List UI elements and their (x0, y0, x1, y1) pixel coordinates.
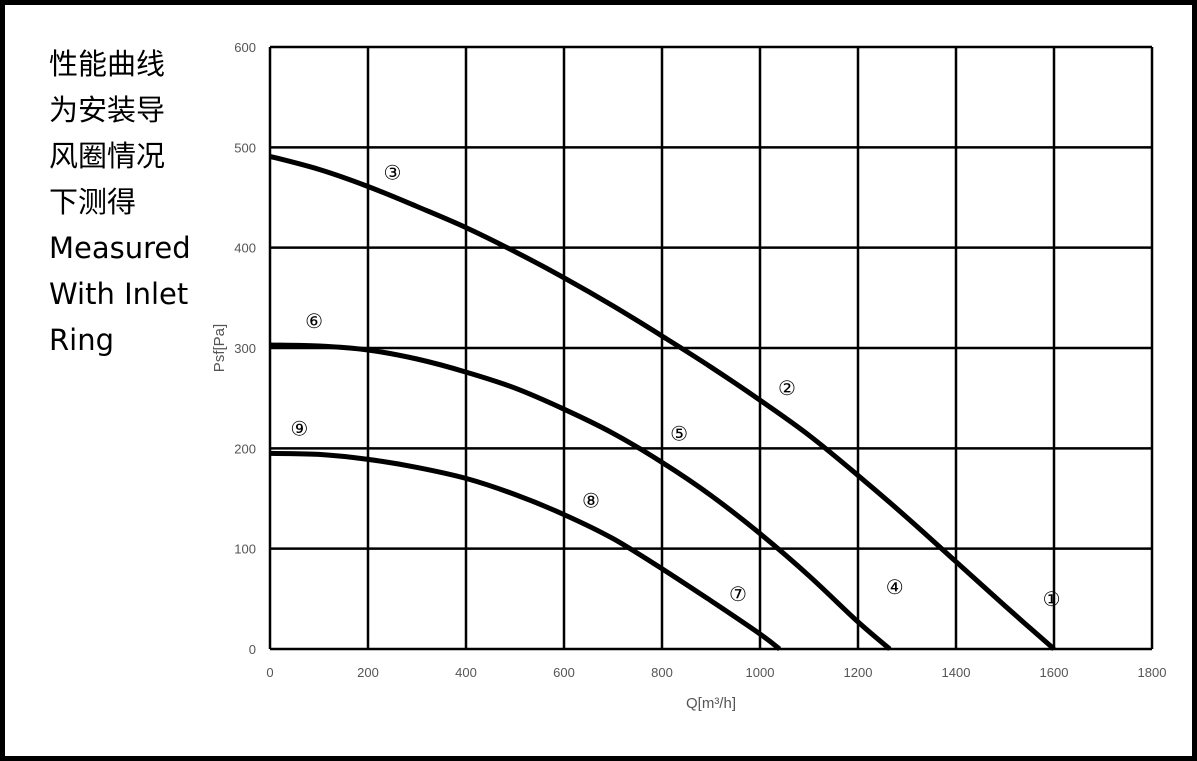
y-axis-title: Psf[Pa] (211, 324, 228, 372)
curve-label: ⑤ (670, 421, 688, 445)
y-tick-label: 100 (234, 542, 256, 557)
curve-label: ① (1043, 587, 1061, 611)
curve-label: ④ (886, 575, 904, 599)
curves (269, 153, 1056, 651)
y-tick-label: 0 (249, 642, 256, 657)
x-axis-title: Q[m³/h] (686, 695, 736, 712)
curve-label: ⑦ (729, 582, 747, 606)
note-line: With Inlet (49, 277, 189, 311)
x-tick-label: 400 (455, 665, 477, 680)
x-tick-label: 1000 (746, 665, 775, 680)
note-line: 风圈情况 (49, 139, 166, 173)
x-tick-label: 600 (553, 665, 575, 680)
curve-label: ⑥ (305, 309, 323, 333)
curve-label: ⑧ (582, 489, 600, 513)
measurement-note: 性能曲线 为安装导 风圈情况 下测得 Measured With Inlet R… (49, 41, 191, 363)
note-line: 性能曲线 (49, 47, 166, 81)
y-tick-label: 400 (234, 241, 256, 256)
y-tick-label: 300 (234, 341, 256, 356)
tick-labels: 0 200 400 600 800 1000 1200 1400 1600 1800 0 100 200… (234, 40, 1166, 680)
curve-label: ② (778, 376, 796, 400)
performance-curve-2 (269, 342, 892, 651)
performance-curve-3 (269, 450, 782, 651)
x-tick-label: 1200 (844, 665, 873, 680)
x-tick-label: 1600 (1040, 665, 1069, 680)
y-tick-label: 200 (234, 441, 256, 456)
x-tick-label: 0 (266, 665, 273, 680)
grid (268, 45, 1154, 651)
x-tick-label: 800 (651, 665, 673, 680)
curve-label: ⑨ (290, 416, 308, 440)
note-line: 下测得 (49, 185, 137, 219)
y-tick-label: 600 (234, 40, 256, 55)
curve-labels: ① ② ③ ④ ⑤ ⑥ ⑦ ⑧ ⑨ (290, 160, 1060, 610)
note-line: Ring (49, 323, 114, 357)
x-tick-label: 1800 (1138, 665, 1167, 680)
note-line: 为安装导 (49, 93, 166, 127)
x-tick-label: 200 (357, 665, 379, 680)
note-line: Measured (49, 231, 191, 265)
x-tick-label: 1400 (942, 665, 971, 680)
curve-label: ③ (384, 160, 402, 184)
performance-curve-1 (269, 153, 1056, 651)
y-tick-label: 500 (234, 140, 256, 155)
